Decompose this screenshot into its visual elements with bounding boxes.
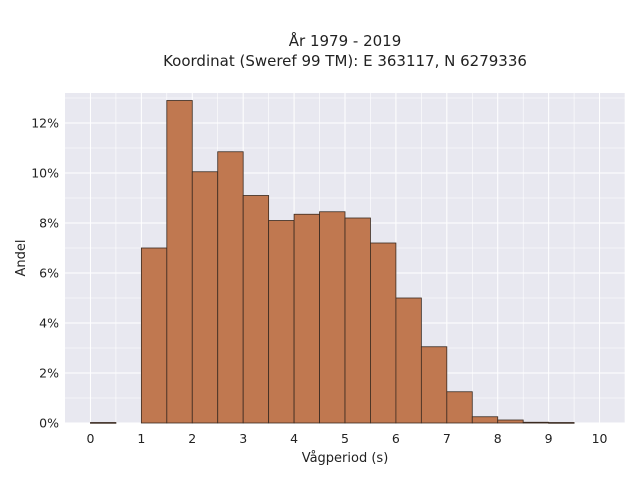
bars [90,100,575,424]
histogram-bar [319,211,346,424]
histogram-bar [191,171,219,424]
histogram-bar [293,213,320,424]
x-tick-label: 10 [592,431,608,446]
histogram-bar [268,220,295,424]
y-tick-label: 2% [39,366,59,381]
y-axis-ticks: 0% 2% 4% 6% 8% 10% 12% [31,116,59,431]
x-axis-label: Vågperiod (s) [302,451,389,466]
histogram-bar [420,346,448,424]
y-tick-label: 6% [39,266,59,281]
histogram-bar [140,247,168,424]
y-tick-label: 12% [31,116,59,131]
x-tick-label: 1 [137,431,145,446]
chart-title-line2: Koordinat (Sweref 99 TM): E 363117, N 62… [163,52,527,70]
histogram-bar [370,242,397,424]
x-tick-label: 8 [494,431,502,446]
x-tick-label: 4 [290,431,298,446]
x-tick-label: 6 [392,431,400,446]
x-tick-label: 9 [545,431,553,446]
histogram-bar [242,195,270,424]
histogram-bar [344,217,371,424]
histogram-bar [497,419,524,424]
x-axis-ticks: 0 1 2 3 4 5 6 7 8 9 10 [86,431,607,446]
histogram-bar [471,416,499,424]
y-axis-label: Andel [14,240,29,277]
histogram-bar [166,100,193,424]
x-tick-label: 7 [443,431,451,446]
y-tick-label: 10% [31,166,59,181]
x-tick-label: 3 [239,431,247,446]
x-tick-label: 2 [188,431,196,446]
y-tick-label: 8% [39,216,59,231]
y-tick-label: 4% [39,316,59,331]
histogram-bar [90,422,117,424]
histogram-bar [446,391,473,424]
histogram-bar [522,421,550,424]
histogram-bar [395,297,422,424]
histogram-bar [217,151,244,424]
x-tick-label: 5 [341,431,349,446]
histogram-bar [548,422,575,424]
x-tick-label: 0 [86,431,94,446]
y-tick-label: 0% [39,416,59,431]
chart-title-line1: År 1979 - 2019 [289,31,402,50]
